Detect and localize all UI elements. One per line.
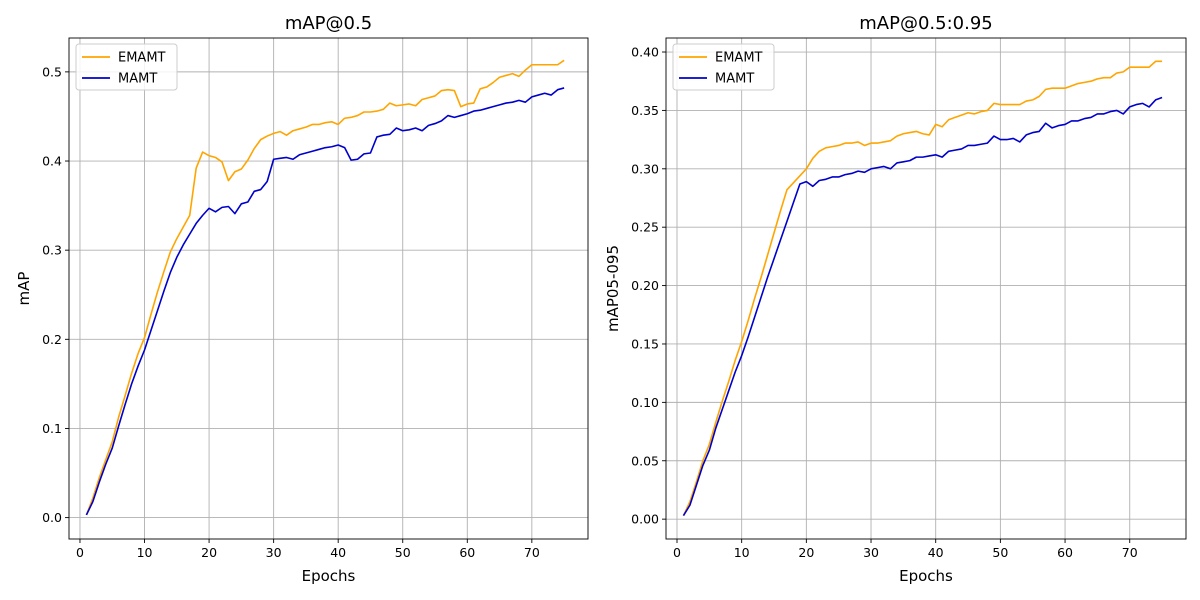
- legend-label: MAMT: [715, 72, 754, 87]
- x-tick-label: 0: [76, 545, 84, 560]
- y-tick-label: 0.2: [42, 332, 62, 347]
- y-tick-label: 0.1: [42, 421, 62, 436]
- series-line-mamt: [85, 87, 565, 516]
- chart-title: mAP@0.5:0.95: [859, 13, 992, 34]
- y-tick-label: 0.0: [42, 510, 62, 525]
- x-tick-label: 40: [928, 545, 944, 560]
- legend: EMAMT MAMT: [75, 43, 178, 91]
- y-tick-label: 0.25: [631, 220, 659, 235]
- x-axis-label: Epochs: [302, 567, 356, 585]
- x-tick-label: 70: [1122, 545, 1138, 560]
- x-tick-label: 20: [201, 545, 217, 560]
- y-tick-label: 0.3: [42, 243, 62, 258]
- y-tick-label: 0.4: [42, 154, 62, 169]
- y-tick-label: 0.5: [42, 64, 62, 79]
- x-tick-label: 50: [395, 545, 411, 560]
- legend-label: EMAMT: [715, 51, 763, 66]
- x-tick-label: 20: [798, 545, 814, 560]
- x-tick-label: 60: [459, 545, 475, 560]
- y-axis-label: mAP05-095: [604, 245, 622, 332]
- axes-frame: [665, 37, 1187, 540]
- x-tick-label: 10: [734, 545, 750, 560]
- y-tick-label: 0.00: [631, 512, 659, 527]
- y-axis-label: mAP: [15, 272, 33, 306]
- chart-2: 0 10 20 30 40 50 60 70 0.00 0.05 0.10 0.15 0.20 0.25 0…: [604, 13, 1187, 585]
- y-tick-label: 0.10: [631, 395, 659, 410]
- chart-1: 0 10 20 30 40 50 60 70 0.0 0.1 0.2 0.3 0.4 0.5 mAP@0.5…: [15, 13, 589, 585]
- x-tick-label: 10: [137, 545, 153, 560]
- grid: [666, 38, 1186, 539]
- series-line-emamt: [682, 60, 1163, 516]
- y-tick-label: 0.30: [631, 161, 659, 176]
- y-tick-label: 0.40: [631, 45, 659, 60]
- grid: [69, 38, 588, 539]
- x-tick-label: 0: [673, 545, 681, 560]
- x-tick-label: 30: [863, 545, 879, 560]
- legend: EMAMT MAMT: [672, 43, 775, 91]
- chart-title: mAP@0.5: [285, 13, 372, 34]
- x-tick-label: 70: [524, 545, 540, 560]
- x-axis-label: Epochs: [899, 567, 953, 585]
- x-tick-label: 30: [266, 545, 282, 560]
- y-tick-label: 0.15: [631, 336, 659, 351]
- series-line-emamt: [85, 59, 565, 516]
- axes-frame: [68, 37, 589, 540]
- x-tick-label: 60: [1057, 545, 1073, 560]
- y-tick-label: 0.35: [631, 103, 659, 118]
- series-line-mamt: [682, 96, 1163, 517]
- legend-label: EMAMT: [118, 51, 166, 66]
- y-tick-label: 0.05: [631, 453, 659, 468]
- x-tick-label: 40: [330, 545, 346, 560]
- y-tick-label: 0.20: [631, 278, 659, 293]
- x-tick-label: 50: [992, 545, 1008, 560]
- legend-label: MAMT: [118, 72, 157, 87]
